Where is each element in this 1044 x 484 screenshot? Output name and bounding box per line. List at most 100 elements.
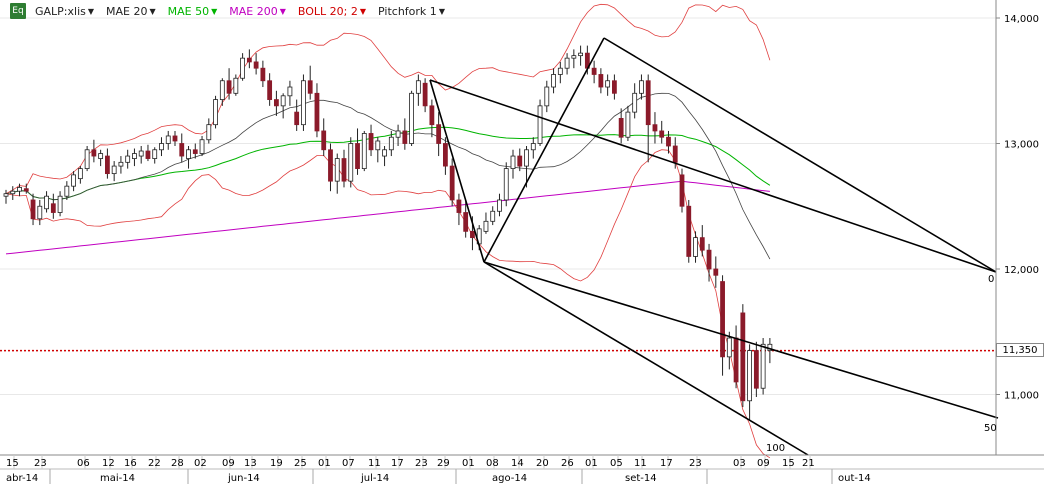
x-day-label: 14 [511,458,524,469]
candle-body [253,61,259,69]
pitchfork-handle-b [483,37,605,263]
x-day-label: 15 [782,458,795,469]
y-tick-label: 14,000 [1004,14,1039,25]
pitchfork-level-label: 50 [984,423,997,434]
candle-body [409,92,415,144]
equity-icon[interactable]: Eq [10,3,26,19]
candle-body [747,350,752,402]
x-day-label: 07 [342,458,355,469]
candle-body [361,133,367,170]
indicator-mae200[interactable]: MAE 200 ▼ [227,5,292,18]
candle-body [44,195,49,210]
indicator-label: MAE 20 [106,4,148,18]
candle-body [442,143,448,167]
candle-body [355,143,360,170]
candle-body [226,80,232,94]
candle-body [138,150,144,157]
candle-body [57,195,63,213]
candle-body [273,99,279,107]
indicator-bollinger[interactable]: BOLL 20; 2 ▼ [296,5,372,18]
candle-body [23,188,29,192]
candle-body [240,57,246,79]
candle-body [111,165,117,175]
candle-body [760,343,766,389]
candle-body [105,155,110,175]
x-day-label: 23 [34,458,47,469]
bollinger-upper [5,3,771,195]
candle-body [132,153,137,159]
candle-body [77,168,83,180]
candle-body [726,337,732,358]
candle-body [639,80,644,94]
symbol-menu[interactable]: GALP:xlis ▼ [33,5,100,18]
x-day-label: 26 [561,458,574,469]
indicator-lines [5,3,771,459]
candle-body [219,80,225,100]
indicator-mae20[interactable]: MAE 20 ▼ [104,5,162,18]
x-day-label: 17 [391,458,404,469]
candle-body [645,80,651,126]
candle-body [571,55,577,59]
x-axis: 15 23 06 12 16 22 28 02 09 13 19 25 01 07 11 17 23 29 01 08… [6,455,871,484]
candle-body [165,135,171,144]
candle-body [17,187,22,192]
candle-body [497,199,502,212]
chevron-down-icon: ▼ [359,6,367,16]
chevron-down-icon: ▼ [87,6,95,16]
x-day-label: 20 [536,458,549,469]
candle-body [733,337,739,383]
x-day-label: 05 [610,458,623,469]
candle-body [544,86,550,107]
candle-body [152,149,158,159]
candle-body [693,237,698,257]
candle-body [503,168,509,201]
x-day-label: 17 [660,458,673,469]
candle-body [37,205,43,220]
candle-body [10,190,16,195]
candle-body [199,139,205,154]
candle-body [233,77,239,94]
candle-body [206,124,212,141]
candle-body [564,57,570,69]
pitchfork-level-label: 0 [988,274,994,285]
y-tick-label: 13,000 [1004,140,1039,151]
candle-body [118,161,124,167]
x-month-label: out-14 [838,473,871,484]
y-tick-label: 12,000 [1004,265,1039,276]
candle-body [530,143,536,151]
x-day-label: 01 [585,458,598,469]
candle-body [328,149,333,182]
candle-body [287,86,293,97]
candle-body [537,105,543,144]
candle-body [632,92,638,113]
candle-body [260,67,266,82]
x-day-label: 11 [368,458,381,469]
candle-body [314,92,320,132]
indicator-toolbar: Eq GALP:xlis ▼ MAE 20 ▼ MAE 50 ▼ MAE 200 ▼ B… [0,0,451,22]
indicator-mae50[interactable]: MAE 50 ▼ [166,5,224,18]
candle-body [578,52,583,57]
candle-body [179,143,185,157]
candle-body [213,99,218,126]
x-month-label: jun-14 [227,473,260,484]
y-tick-label: 11,000 [1004,391,1039,402]
bollinger-lower [5,149,771,459]
x-day-label: 13 [244,458,257,469]
pitchfork[interactable] [429,37,999,456]
x-day-label: 06 [77,458,90,469]
indicator-pitchfork[interactable]: Pitchfork 1 ▼ [376,5,451,18]
x-month-label: jul-14 [360,473,389,484]
candle-body [395,130,401,138]
candle-body [375,140,381,151]
candle-body [551,74,556,88]
x-day-label: 22 [148,458,161,469]
mae200-line [5,180,770,255]
x-month-label: set-14 [625,473,657,484]
candle-body [50,203,56,213]
candle-body [3,193,9,197]
candle-body [679,174,685,207]
candle-body [71,174,76,187]
candle-body [64,185,70,197]
x-day-label: 23 [415,458,428,469]
